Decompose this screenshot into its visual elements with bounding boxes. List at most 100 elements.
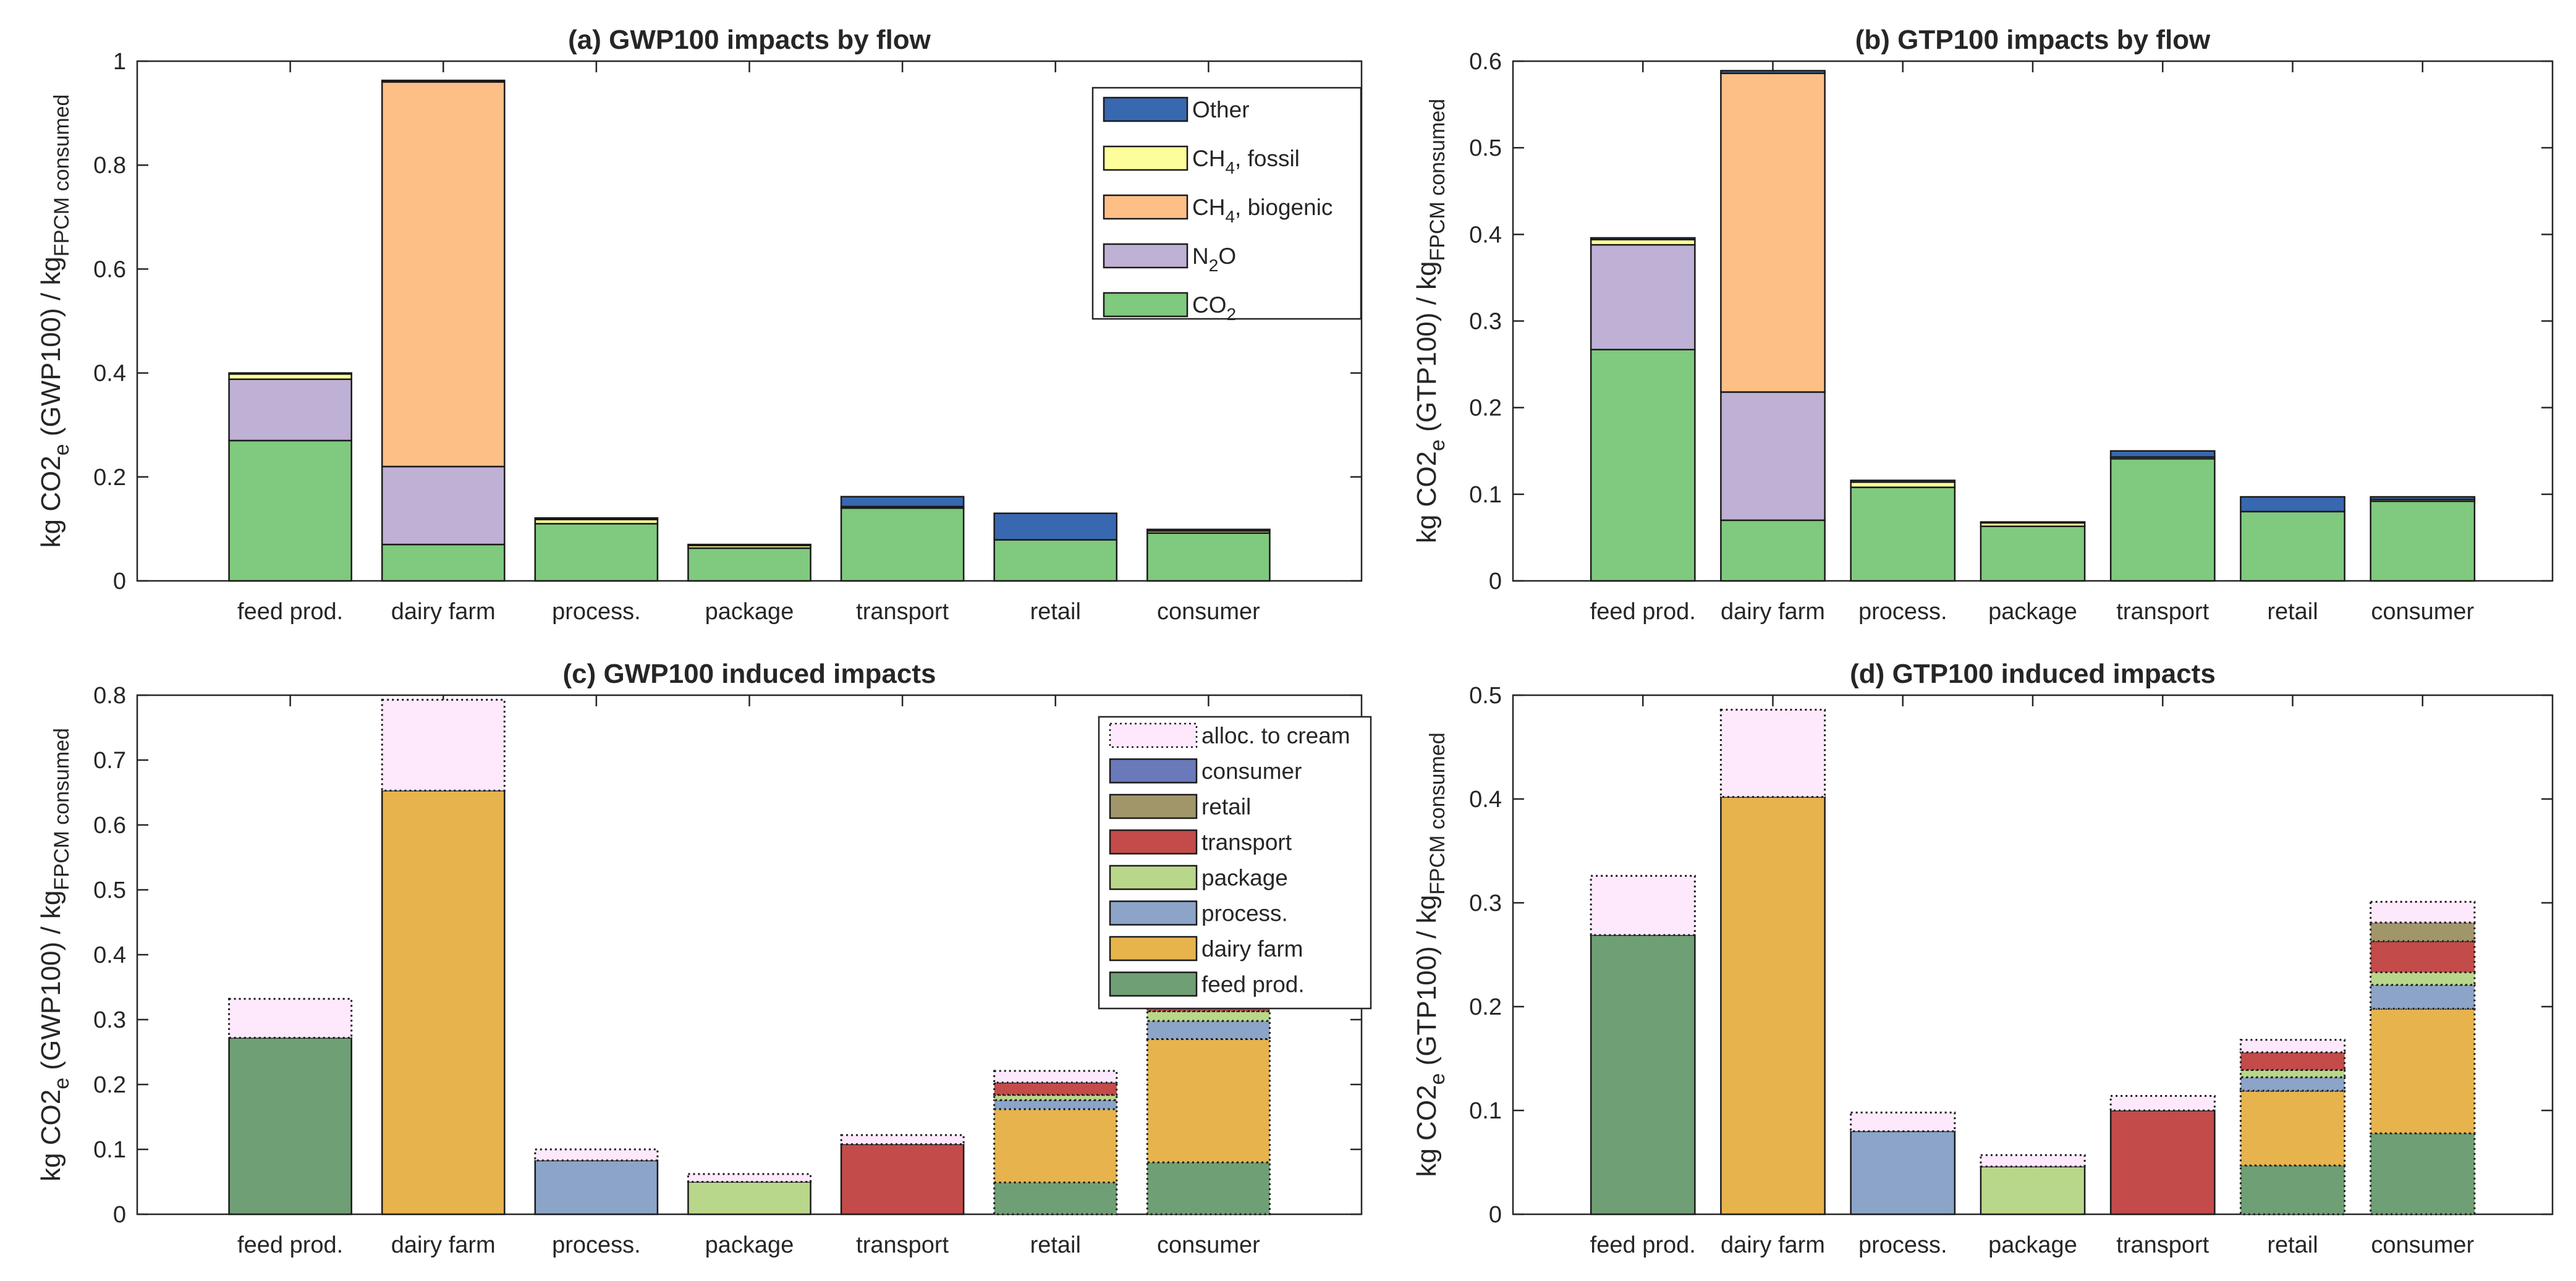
y-tick-label: 0.5 [93, 877, 126, 903]
bar-segment-consumer-process [2370, 984, 2476, 1010]
bar-segment-package-co2 [1980, 525, 2086, 582]
y-axis-label-part: (GWP100) / kg [36, 890, 66, 1078]
x-tick-label: process. [1858, 599, 1947, 625]
legend-label-other: Other [1192, 97, 1250, 122]
x-tick-label: transport [856, 1232, 949, 1258]
bar-segment-retail-transport [2239, 1051, 2346, 1071]
bar-segment-retail-process [993, 1099, 1118, 1110]
x-tick-label: retail [1030, 599, 1081, 625]
chart-title: (d) GTP100 induced impacts [1850, 659, 2216, 689]
x-tick-label: transport [2116, 599, 2209, 625]
chart-b: (b) GTP100 impacts by flow 0 0.1 0.2 0.3 0.4 0… [1412, 25, 2554, 625]
x-tick-label: dairy farm [1721, 1232, 1825, 1258]
bar-segment-feed-prod-n2o [228, 378, 352, 442]
x-tick-label: process. [552, 599, 641, 625]
bar-segment-transport-co2 [2109, 458, 2216, 582]
legend-swatch-transport [1109, 829, 1198, 855]
bar-segment-consumer-alloc-to-cream [2370, 900, 2476, 924]
legend-swatch-n2o [1103, 243, 1188, 269]
legend-label-consumer: consumer [1201, 759, 1302, 784]
y-tick-label: 0.3 [1469, 309, 1502, 335]
y-tick-label: 0 [1489, 569, 1502, 594]
bar-segment-dairy-farm-co2 [381, 543, 506, 582]
legend-label-text: CH [1192, 195, 1225, 220]
bar-segment-package-package [1980, 1165, 2086, 1215]
legend-label-text: alloc. to cream [1201, 723, 1350, 748]
y-tick-label: 0.2 [93, 465, 126, 491]
legend-label-text: O [1218, 243, 1236, 269]
bar-segment-transport-transport [2109, 1109, 2216, 1215]
y-tick-label: 0.8 [93, 153, 126, 179]
bar-segment-dairy-farm-ch4-biogenic [1720, 72, 1826, 393]
bar-segment-retail-dairy-farm [993, 1108, 1118, 1184]
legend-label-text: N [1192, 243, 1209, 269]
y-axis-label-sub: e [1426, 439, 1449, 451]
bar-segment-package-package [687, 1181, 811, 1215]
x-tick-label: dairy farm [391, 599, 496, 625]
legend-label-feed-prod: feed prod. [1201, 972, 1305, 997]
legend-label-text: package [1201, 865, 1288, 890]
bar-segment-dairy-farm-n2o [1720, 391, 1826, 522]
legend-label-alloc-to-cream: alloc. to cream [1201, 723, 1350, 748]
y-tick-label: 0.2 [93, 1072, 126, 1098]
x-tick-label: transport [2116, 1232, 2209, 1258]
bar-segment-transport-alloc-to-cream [840, 1134, 965, 1146]
bar-segment-retail-feed-prod [993, 1182, 1118, 1215]
bar-segment-feed-prod-ch4-fossil [228, 373, 352, 380]
legend-label-retail: retail [1201, 794, 1251, 819]
bar-segment-retail-alloc-to-cream [993, 1070, 1118, 1084]
y-axis-label: kg CO2e (GTP100) / kgFPCM consumed [1412, 732, 1449, 1177]
bar-segment-transport-transport [840, 1143, 965, 1215]
legend-swatch-alloc-to-cream [1109, 722, 1198, 748]
x-tick-label: consumer [2371, 1232, 2474, 1258]
legend-label-sub: 4 [1225, 207, 1235, 226]
bar-segment-dairy-farm-co2 [1720, 519, 1826, 582]
y-axis-label-sub: e [1426, 1073, 1449, 1085]
legend-label-text: , fossil [1235, 146, 1300, 171]
bar-segment-consumer-retail [2370, 921, 2476, 942]
legend-swatch-other [1103, 96, 1188, 122]
bar-segment-consumer-other [1146, 528, 1271, 532]
legend-swatch-process [1109, 900, 1198, 926]
y-axis-label-sub: FPCM consumed [50, 728, 74, 890]
bar-segment-consumer-feed-prod [1146, 1161, 1271, 1215]
bar-segment-dairy-farm-other [1720, 70, 1826, 74]
bar-segment-retail-other [2240, 496, 2345, 513]
legend-label-text: CH [1192, 146, 1225, 171]
bar-segment-dairy-farm-dairy-farm [381, 790, 506, 1215]
y-tick-label: 0.1 [1469, 482, 1502, 508]
bar-segment-feed-prod-feed-prod [228, 1037, 352, 1215]
legend-label-process: process. [1201, 901, 1288, 926]
bar-segment-consumer-co2 [2370, 500, 2476, 582]
bar-segment-package-alloc-to-cream [1980, 1154, 2086, 1168]
y-tick-label: 0.6 [93, 256, 126, 282]
bar-segment-consumer-other [2370, 496, 2476, 501]
y-tick-label: 0.4 [1469, 222, 1502, 248]
y-tick-label: 0.5 [1469, 135, 1502, 161]
bar-segment-consumer-package [1146, 1010, 1271, 1022]
y-tick-label: 0.1 [1469, 1098, 1502, 1124]
bar-segment-dairy-farm-dairy-farm [1720, 796, 1826, 1215]
y-tick-label: 0.2 [1469, 994, 1502, 1020]
bar-segment-feed-prod-other [1590, 237, 1696, 240]
legend-swatch-package [1109, 865, 1198, 890]
y-axis-label: kg CO2e (GWP100) / kgFPCM consumed [36, 95, 74, 548]
bar-segment-retail-feed-prod [2239, 1164, 2346, 1215]
bar-segment-package-other [1980, 521, 2086, 524]
legend-label-sub: 2 [1227, 305, 1237, 324]
y-tick-label: 0 [113, 569, 126, 594]
legend-swatch-dairy-farm [1109, 936, 1198, 962]
bar-segment-retail-co2 [2240, 510, 2345, 582]
chart-d: (d) GTP100 induced impacts 0 0.1 0.2 0.3 0.4 0… [1412, 659, 2554, 1258]
bar-segment-feed-prod-alloc-to-cream [1590, 874, 1696, 936]
y-tick-label: 0.7 [93, 748, 126, 774]
y-tick-label: 0.4 [1469, 787, 1502, 813]
y-axis-label-part: (GTP100) / kg [1412, 895, 1442, 1073]
x-tick-label: package [705, 1232, 794, 1258]
legend-label-package: package [1201, 865, 1288, 890]
y-axis-label-part: kg CO2 [1412, 451, 1442, 543]
x-tick-label: retail [2267, 599, 2318, 625]
y-tick-label: 0.6 [93, 813, 126, 839]
bar-segment-dairy-farm-other [381, 79, 506, 83]
legend-label-text: , biogenic [1235, 195, 1332, 220]
